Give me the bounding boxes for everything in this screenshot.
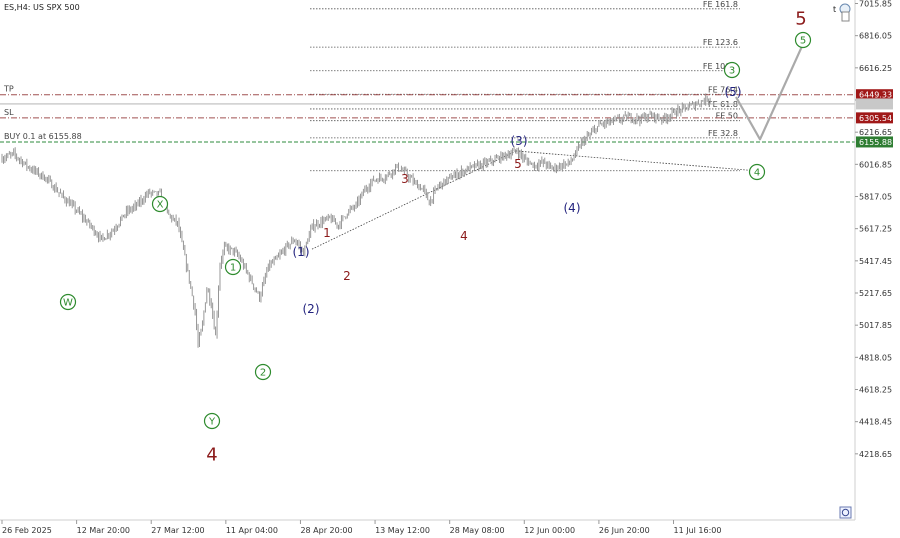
projection-line — [735, 43, 805, 141]
fib-label: FE 50 — [716, 112, 738, 121]
y-tick-label: 4218.65 — [859, 450, 892, 459]
x-tick-label: 28 May 08:00 — [450, 526, 505, 535]
y-tick-label: 5017.85 — [859, 321, 892, 330]
wave-labels: W X Y 4 1 2 (1) (2) 1 2 3 4 5 (3) (4) (5) 3 4 5 5 — [59, 9, 812, 466]
wave-label: 3 — [401, 172, 409, 186]
bell-icon[interactable] — [839, 3, 851, 22]
price-tag-value: 6155.88 — [859, 138, 892, 147]
wave-circle — [723, 61, 741, 79]
wave-circle — [748, 163, 766, 181]
price-tag — [856, 89, 893, 101]
price-tag-value: 6305.54 — [859, 114, 892, 123]
top-right-marker: t — [833, 5, 836, 14]
wave-circle — [59, 293, 77, 311]
wave-label: (2) — [303, 302, 320, 316]
wave-label: 1 — [230, 263, 236, 274]
wave-label: Y — [208, 417, 216, 428]
wave-label: 4 — [460, 229, 468, 243]
fib-label: FE 123.6 — [703, 38, 738, 47]
fib-label: FE 32.8 — [708, 129, 738, 138]
wave-label: 5 — [795, 9, 806, 30]
fib-label: FE 61.8 — [708, 100, 738, 109]
wave-label: (3) — [511, 134, 528, 148]
price-tag — [856, 98, 893, 110]
order-lines: TP SL BUY 0.1 at 6155.88 — [0, 85, 855, 143]
x-tick-label: 12 Mar 20:00 — [77, 526, 130, 535]
order-line-label: TP — [3, 85, 14, 94]
y-tick-label: 6216.65 — [859, 128, 892, 137]
order-line-label: BUY 0.1 at 6155.88 — [4, 132, 82, 141]
wave-label: 5 — [800, 36, 806, 47]
wave-label: 4 — [754, 168, 760, 179]
y-tick-label: 6816.05 — [859, 32, 892, 41]
y-tick-label: 5217.65 — [859, 289, 892, 298]
y-tick-label: 6016.85 — [859, 160, 892, 169]
x-tick-label: 12 Jun 00:00 — [524, 526, 575, 535]
wave-label: (1) — [293, 245, 310, 259]
x-tick-label: 27 Mar 12:00 — [151, 526, 204, 535]
wave-label: 1 — [323, 226, 331, 240]
fib-label: FE 161.8 — [703, 0, 738, 9]
x-tick-label: 13 May 12:00 — [375, 526, 430, 535]
y-tick-label: 4418.45 — [859, 418, 892, 427]
x-tick-label: 11 Apr 04:00 — [226, 526, 278, 535]
wave-label: X — [157, 200, 164, 211]
projection-path — [735, 43, 805, 141]
wave-circle — [151, 195, 169, 213]
wave-circle — [254, 363, 272, 381]
y-tick-label: 4818.05 — [859, 353, 892, 362]
wave-label: 5 — [514, 157, 522, 171]
order-line-label: SL — [4, 108, 14, 117]
x-tick-label: 26 Feb 2025 — [2, 526, 52, 535]
time-axis: 26 Feb 2025 12 Mar 20:00 27 Mar 12:00 11 Ap… — [1, 520, 722, 535]
fib-label: FE 100.0 — [703, 62, 738, 71]
y-tick-label: 7015.85 — [859, 0, 892, 9]
candles — [1, 93, 711, 348]
trendline — [515, 150, 756, 172]
wave-label: 2 — [260, 368, 266, 379]
symbol-label: ES,H4: US SPX 500 — [4, 3, 80, 12]
price-tag — [856, 112, 893, 124]
wave-label: 4 — [206, 445, 217, 466]
x-tick-label: 28 Apr 20:00 — [300, 526, 352, 535]
y-tick-label: 6616.25 — [859, 64, 892, 73]
wave-label: 3 — [729, 66, 735, 77]
wave-circle — [794, 31, 812, 49]
clock-icon[interactable] — [839, 506, 852, 519]
y-tick-label: 5417.45 — [859, 257, 892, 266]
wave-label: W — [63, 298, 73, 309]
wave-circle — [203, 412, 221, 430]
price-tag-value: 6449.33 — [859, 91, 892, 100]
y-tick-label: 4618.25 — [859, 386, 892, 395]
x-tick-label: 26 Jun 20:00 — [599, 526, 650, 535]
fib-label: FE 76.4 — [708, 85, 738, 94]
wave-label: (4) — [564, 201, 581, 215]
wave-circle — [224, 258, 242, 276]
x-tick-label: 11 Jul 16:00 — [674, 526, 722, 535]
trendlines — [311, 150, 756, 250]
y-tick-label: 5617.25 — [859, 225, 892, 234]
wave-label: (5) — [725, 85, 742, 99]
price-axis: 7015.856816.056616.256416.456216.656016.… — [855, 0, 892, 459]
wave-label: 2 — [343, 269, 351, 283]
price-tags: 6449.33 6305.54 6155.88 — [856, 89, 893, 148]
price-tag — [856, 136, 893, 148]
y-tick-label: 5817.05 — [859, 193, 892, 202]
